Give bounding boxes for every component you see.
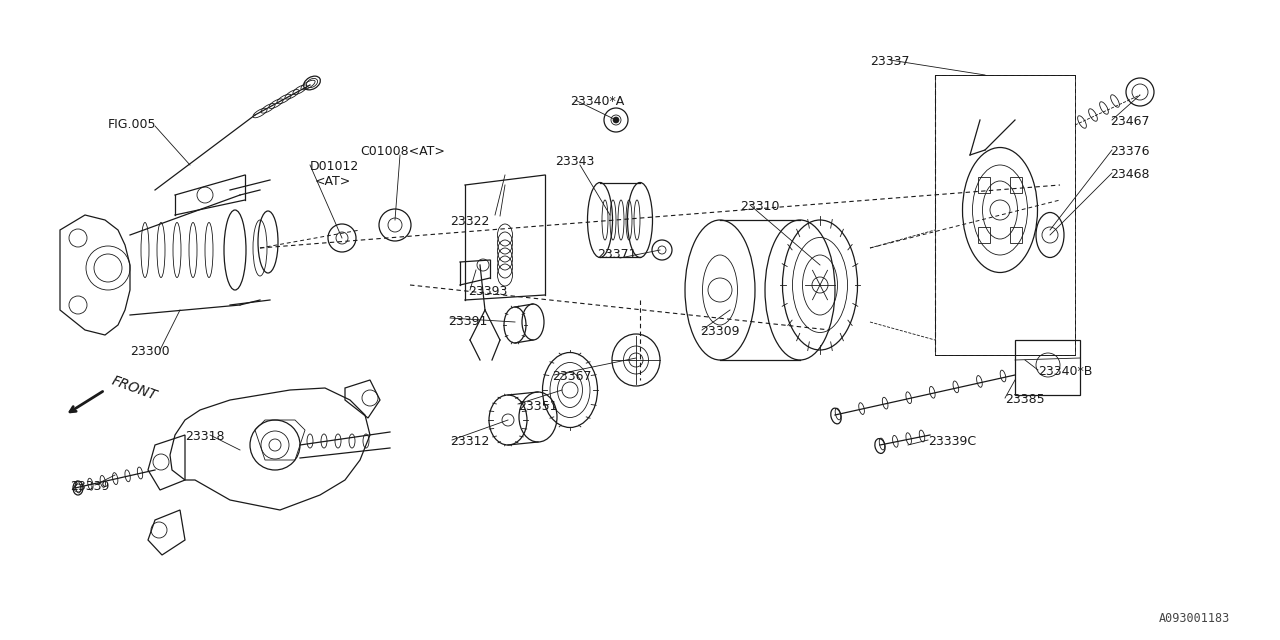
Text: 23337: 23337	[870, 55, 910, 68]
Text: 23340*B: 23340*B	[1038, 365, 1092, 378]
Text: 23391: 23391	[448, 315, 488, 328]
Text: 23343: 23343	[556, 155, 594, 168]
Text: FIG.005: FIG.005	[108, 118, 156, 131]
Text: 23318: 23318	[186, 430, 224, 443]
Text: D01012: D01012	[310, 160, 360, 173]
Bar	[1015, 340, 1080, 395]
Text: 23339C: 23339C	[928, 435, 977, 448]
Text: 23300: 23300	[131, 345, 170, 358]
Text: 23371: 23371	[596, 248, 636, 261]
Text: 23322: 23322	[451, 215, 489, 228]
Bar	[978, 227, 991, 243]
Text: A093001183: A093001183	[1158, 612, 1230, 625]
Text: 23310: 23310	[740, 200, 780, 213]
Text: 23468: 23468	[1110, 168, 1149, 181]
Bar	[934, 75, 1075, 355]
Text: 23367: 23367	[552, 370, 591, 383]
Bar	[1010, 177, 1021, 193]
Bar	[1010, 227, 1021, 243]
Text: 23393: 23393	[468, 285, 507, 298]
Text: 23339: 23339	[70, 480, 109, 493]
Bar	[978, 177, 991, 193]
Text: 23309: 23309	[700, 325, 740, 338]
Text: 23467: 23467	[1110, 115, 1149, 128]
Text: 23376: 23376	[1110, 145, 1149, 158]
Text: <AT>: <AT>	[315, 175, 351, 188]
Text: C01008<AT>: C01008<AT>	[360, 145, 445, 158]
Text: 23312: 23312	[451, 435, 489, 448]
Circle shape	[613, 117, 620, 123]
Text: 23385: 23385	[1005, 393, 1044, 406]
Text: FRONT: FRONT	[110, 373, 159, 403]
Text: 23351: 23351	[518, 400, 558, 413]
Text: 23340*A: 23340*A	[570, 95, 625, 108]
